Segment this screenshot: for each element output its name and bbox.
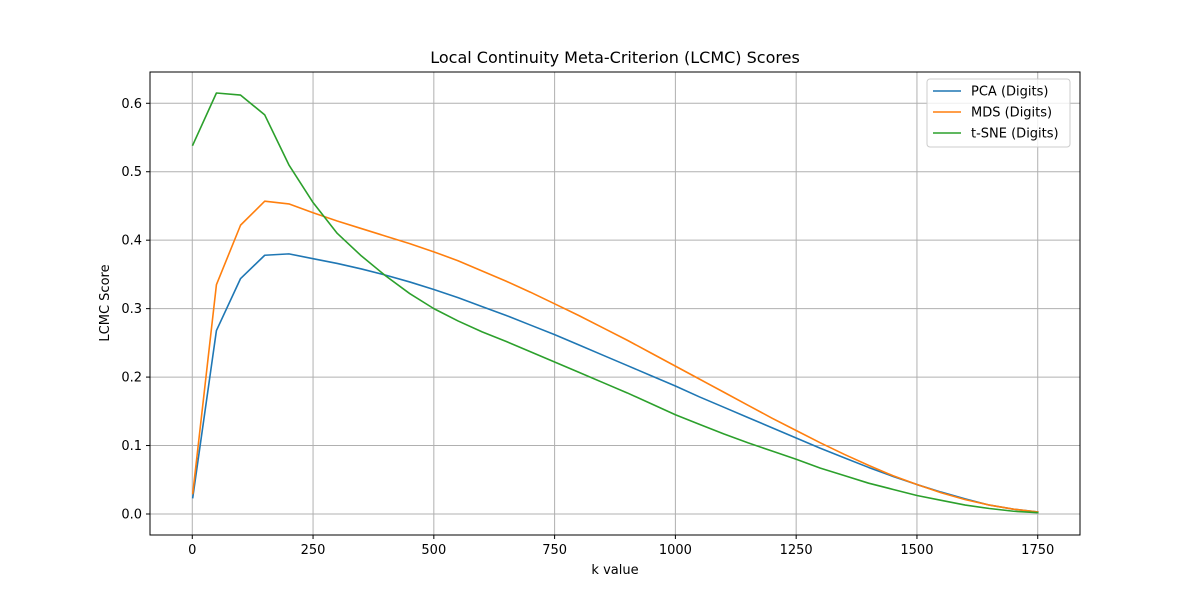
axes-frame <box>149 71 1081 536</box>
y-tick-label: 0.2 <box>121 371 142 386</box>
axis-ticks: 0 250 500 750 1000 1250 1500 1750 0.0 0.1 0.2 0.3 0.… <box>121 97 1054 558</box>
y-tick-label: 0.6 <box>121 97 142 112</box>
legend-label-2: t-SNE (Digits) <box>971 127 1059 142</box>
x-tick-label: 1000 <box>659 543 692 558</box>
series-lines <box>191 92 1039 514</box>
x-tick-label: 1500 <box>900 543 933 558</box>
legend-label-1: MDS (Digits) <box>971 106 1052 121</box>
y-tick-label: 0.1 <box>121 439 142 454</box>
x-tick-label: 500 <box>421 543 446 558</box>
x-tick-label: 1750 <box>1021 543 1054 558</box>
legend: PCA (Digits) MDS (Digits) t-SNE (Digits) <box>926 78 1071 148</box>
x-tick-label: 250 <box>301 543 326 558</box>
x-tick-label: 1250 <box>780 543 813 558</box>
series-line-2 <box>191 92 1039 514</box>
y-axis-label: LCMC Score <box>98 264 113 341</box>
y-tick-label: 0.4 <box>121 234 142 249</box>
y-tick-label: 0.3 <box>121 302 142 317</box>
y-tick-label: 0.0 <box>121 507 142 522</box>
x-tick-label: 750 <box>542 543 567 558</box>
legend-box <box>926 78 1071 148</box>
x-tick-label: 0 <box>188 543 196 558</box>
y-tick-label: 0.5 <box>121 165 142 180</box>
grid <box>150 72 1080 535</box>
series-line-1 <box>191 200 1039 513</box>
x-axis-label: k value <box>591 563 638 578</box>
chart-title: Local Continuity Meta-Criterion (LCMC) S… <box>430 48 800 67</box>
legend-label-0: PCA (Digits) <box>971 85 1048 100</box>
